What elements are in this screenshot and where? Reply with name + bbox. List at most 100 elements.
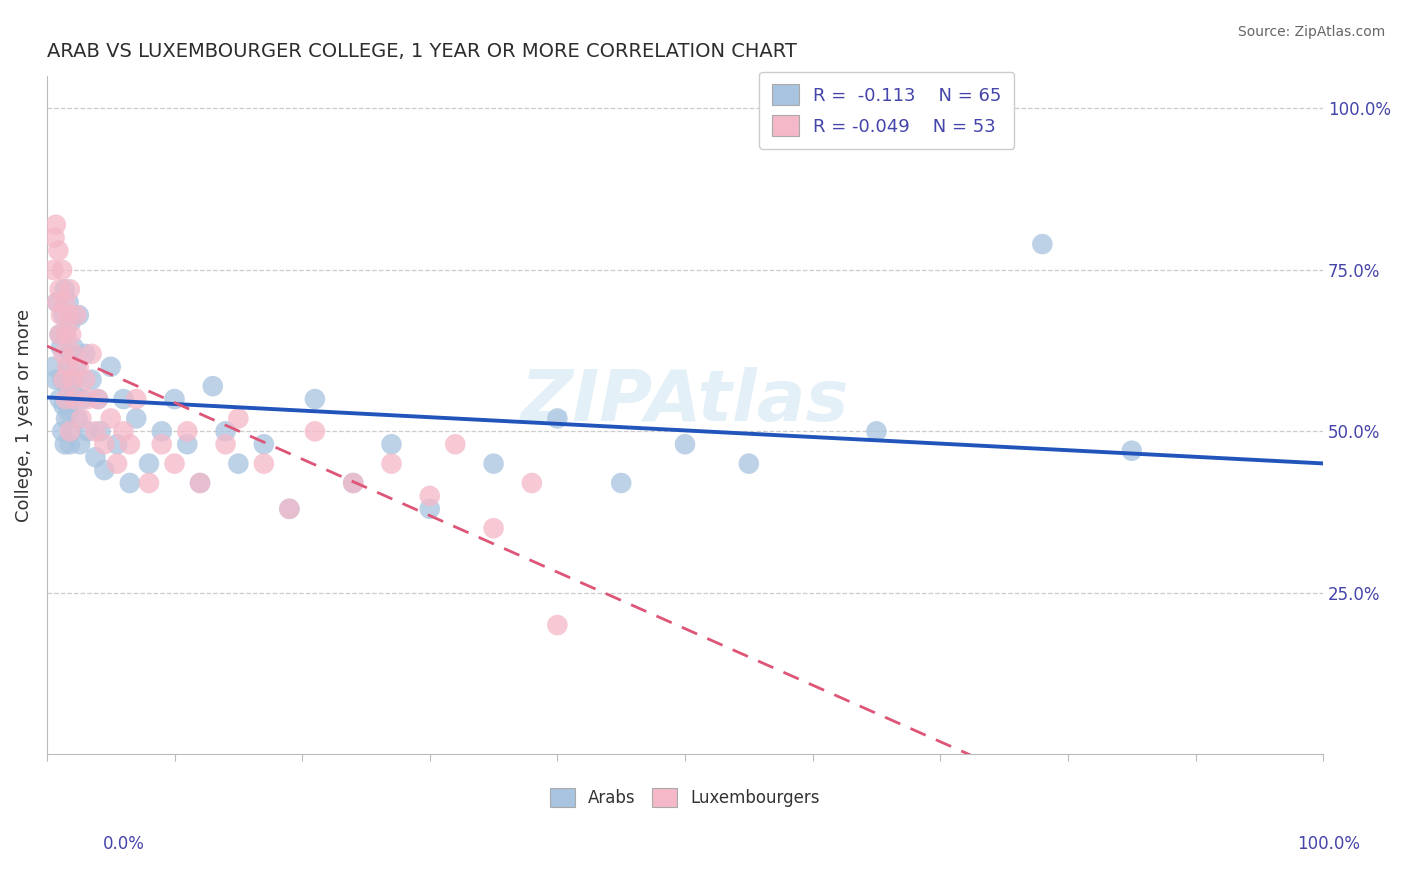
Point [59, 425, 82, 439]
Point [51, 425, 73, 439]
Point [48, 327, 70, 342]
Point [65, 359, 87, 374]
Point [1031, 237, 1053, 252]
Point [89, 425, 111, 439]
Point [482, 521, 505, 535]
Point [49, 308, 72, 322]
Point [84, 450, 107, 465]
Point [546, 618, 568, 632]
Point [48, 282, 70, 296]
Point [46, 295, 69, 310]
Point [304, 392, 326, 406]
Point [380, 437, 402, 451]
Point [58, 308, 80, 322]
Point [51, 373, 73, 387]
Point [60, 425, 83, 439]
Point [52, 399, 75, 413]
Point [214, 425, 236, 439]
Point [419, 501, 441, 516]
Point [278, 501, 301, 516]
Point [60, 315, 83, 329]
Point [76, 425, 98, 439]
Point [56, 359, 79, 374]
Point [93, 463, 115, 477]
Point [53, 295, 76, 310]
Point [125, 392, 148, 406]
Legend: Arabs, Luxembourgers: Arabs, Luxembourgers [543, 781, 827, 814]
Point [48, 244, 70, 258]
Point [118, 437, 141, 451]
Point [51, 263, 73, 277]
Point [75, 373, 97, 387]
Point [59, 392, 82, 406]
Point [253, 437, 276, 451]
Point [93, 437, 115, 451]
Text: 100.0%: 100.0% [1298, 835, 1360, 853]
Point [46, 295, 69, 310]
Point [253, 457, 276, 471]
Point [48, 327, 70, 342]
Point [55, 392, 77, 406]
Point [56, 359, 79, 374]
Point [44, 230, 66, 244]
Point [59, 282, 82, 296]
Point [80, 373, 103, 387]
Point [176, 437, 198, 451]
Point [67, 359, 90, 374]
Point [58, 405, 80, 419]
Point [60, 327, 83, 342]
Point [1121, 443, 1143, 458]
Point [65, 308, 87, 322]
Point [125, 411, 148, 425]
Point [214, 437, 236, 451]
Point [63, 392, 86, 406]
Point [62, 373, 84, 387]
Point [138, 457, 160, 471]
Point [66, 411, 89, 425]
Point [176, 425, 198, 439]
Point [45, 373, 67, 387]
Point [48, 392, 70, 406]
Point [304, 425, 326, 439]
Text: ARAB VS LUXEMBOURGER COLLEGE, 1 YEAR OR MORE CORRELATION CHART: ARAB VS LUXEMBOURGER COLLEGE, 1 YEAR OR … [46, 42, 797, 61]
Point [53, 282, 76, 296]
Point [70, 411, 93, 425]
Point [55, 411, 77, 425]
Point [112, 425, 135, 439]
Point [58, 295, 80, 310]
Point [84, 425, 107, 439]
Point [610, 475, 633, 490]
Point [138, 475, 160, 490]
Point [673, 437, 696, 451]
Point [188, 475, 211, 490]
Point [482, 457, 505, 471]
Point [380, 457, 402, 471]
Point [105, 457, 128, 471]
Point [62, 347, 84, 361]
Point [75, 347, 97, 361]
Point [55, 327, 77, 342]
Point [105, 437, 128, 451]
Point [62, 373, 84, 387]
Text: ZIPAtlas: ZIPAtlas [520, 368, 849, 436]
Point [49, 340, 72, 354]
Point [52, 373, 75, 387]
Point [150, 437, 173, 451]
Point [228, 457, 250, 471]
Point [67, 308, 90, 322]
Point [150, 425, 173, 439]
Text: 0.0%: 0.0% [103, 835, 145, 853]
Point [72, 392, 94, 406]
Point [546, 411, 568, 425]
Point [56, 379, 79, 393]
Point [42, 359, 65, 374]
Point [201, 379, 224, 393]
Point [100, 411, 122, 425]
Point [45, 218, 67, 232]
Y-axis label: College, 1 year or more: College, 1 year or more [15, 309, 32, 522]
Point [738, 457, 761, 471]
Point [55, 327, 77, 342]
Point [100, 359, 122, 374]
Point [87, 392, 110, 406]
Point [865, 425, 887, 439]
